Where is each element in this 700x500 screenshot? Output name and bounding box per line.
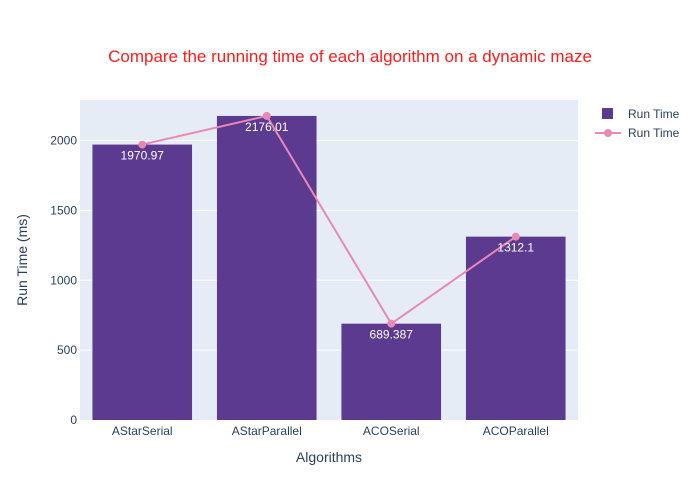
x-tick-label: AStarParallel bbox=[232, 424, 302, 438]
bar bbox=[465, 236, 566, 420]
x-tick-label: AStarSerial bbox=[112, 424, 173, 438]
legend-swatch-bar bbox=[602, 108, 613, 119]
bar bbox=[92, 144, 193, 420]
bar-data-label: 689.387 bbox=[370, 328, 414, 342]
y-tick-label: 500 bbox=[57, 343, 77, 357]
legend-label-bar: Run Time bbox=[628, 107, 680, 121]
y-tick-label: 1000 bbox=[50, 273, 77, 287]
y-axis-title: Run Time (ms) bbox=[14, 214, 30, 306]
bar-data-label: 1312.1 bbox=[497, 241, 534, 255]
y-tick-label: 2000 bbox=[50, 134, 77, 148]
bar-data-label: 1970.97 bbox=[121, 149, 165, 163]
bar-data-label: 2176.01 bbox=[245, 120, 289, 134]
x-tick-label: ACOSerial bbox=[363, 424, 420, 438]
legend-label-line: Run Time bbox=[628, 126, 680, 140]
x-tick-label: ACOParallel bbox=[483, 424, 549, 438]
y-tick-label: 1500 bbox=[50, 203, 77, 217]
bar bbox=[341, 323, 442, 420]
line-marker bbox=[138, 140, 147, 149]
y-tick-label: 0 bbox=[70, 413, 77, 427]
line-marker bbox=[387, 319, 396, 328]
line-marker bbox=[262, 111, 271, 120]
x-axis-title: Algorithms bbox=[296, 449, 362, 465]
chart-title: Compare the running time of each algorit… bbox=[108, 47, 592, 66]
line-marker bbox=[511, 232, 520, 241]
legend-marker-line bbox=[604, 129, 612, 137]
bar bbox=[216, 115, 317, 420]
line-series bbox=[142, 114, 517, 326]
